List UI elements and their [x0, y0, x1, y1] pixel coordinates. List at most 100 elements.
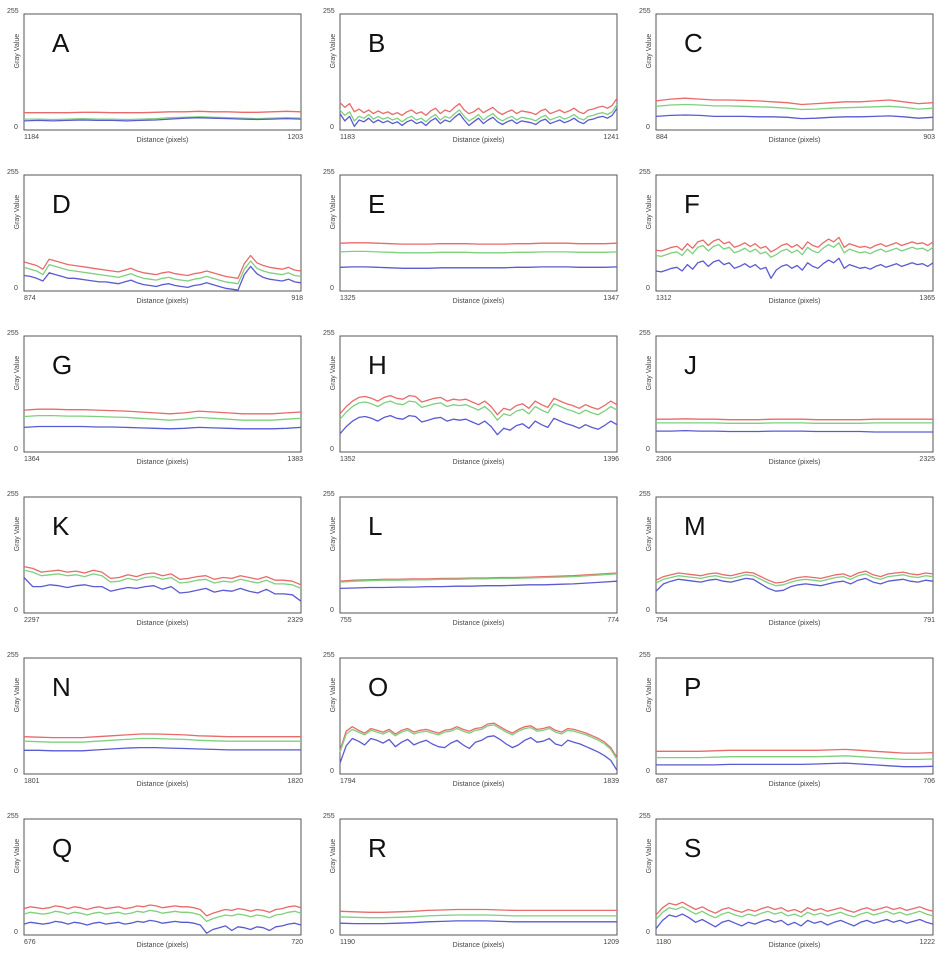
profile-chart-g: 255 0 Gray Value 1364 1383 Distance (pixels) G	[0, 322, 316, 483]
y-axis-label: Gray Value	[14, 517, 21, 552]
chart-svg: 255 0 Gray Value 1312 1365 Distance (pixels) F	[639, 169, 935, 305]
x-tick-label-start: 1190	[340, 939, 355, 946]
y-tick-label-max: 255	[323, 330, 335, 337]
profile-chart-l: 255 0 Gray Value 755 774 Distance (pixels) L	[316, 483, 632, 644]
panel-letter: J	[684, 350, 697, 380]
y-tick-label-min: 0	[330, 607, 334, 614]
panel-letter: A	[52, 28, 70, 58]
chart-svg: 255 0 Gray Value 2297 2329 Distance (pixels) K	[7, 491, 303, 627]
profile-chart-k: 255 0 Gray Value 2297 2329 Distance (pixels) K	[0, 483, 316, 644]
x-tick-label-end: 1365	[919, 295, 935, 302]
x-tick-label-end: 791	[923, 617, 935, 624]
y-tick-label-max: 255	[7, 169, 19, 176]
series-line-red	[23, 904, 302, 917]
y-tick-label-min: 0	[14, 607, 18, 614]
series-line-red	[656, 748, 934, 754]
series-line-red	[339, 908, 617, 913]
chart-svg: 255 0 Gray Value 755 774 Distance (pixels) L	[323, 491, 619, 627]
x-tick-label-start: 874	[24, 295, 36, 302]
x-tick-label-end: 1222	[919, 939, 935, 946]
chart-svg: 255 0 Gray Value 1190 1209 Distance (pixels) R	[323, 813, 619, 949]
y-axis-label: Gray Value	[14, 839, 21, 874]
series-line-blue	[339, 920, 617, 925]
x-axis-label: Distance (pixels)	[769, 781, 821, 788]
x-tick-label-start: 676	[24, 939, 36, 946]
plot-frame	[655, 335, 934, 453]
chart-svg: 255 0 Gray Value 1352 1396 Distance (pixels) H	[323, 330, 619, 466]
x-tick-label-start: 755	[340, 617, 352, 624]
y-tick-label-max: 255	[639, 169, 651, 176]
y-axis-label: Gray Value	[330, 517, 337, 552]
series-line-red	[23, 408, 302, 415]
y-axis-label: Gray Value	[330, 678, 337, 713]
x-tick-label-end: 2329	[287, 617, 303, 624]
x-axis-label: Distance (pixels)	[453, 781, 505, 788]
y-axis-label: Gray Value	[14, 34, 21, 69]
chart-svg: 255 0 Gray Value 884 903 Distance (pixels) C	[639, 8, 935, 144]
series-line-blue	[655, 114, 934, 120]
plot-frame	[339, 174, 618, 292]
profile-chart-s: 255 0 Gray Value 1180 1222 Distance (pixels) S	[632, 805, 948, 966]
y-tick-label-min: 0	[14, 285, 18, 292]
panel-letter: Q	[52, 833, 72, 863]
y-tick-label-min: 0	[646, 285, 650, 292]
series-line-blue	[339, 580, 618, 590]
profile-chart-o: 255 0 Gray Value 1794 1839 Distance (pixels) O	[316, 644, 632, 805]
series-line-green	[23, 909, 302, 923]
x-tick-label-start: 2306	[656, 456, 672, 463]
panel-letter: C	[684, 28, 703, 58]
plot-frame	[655, 13, 934, 131]
plot-frame	[339, 657, 618, 775]
series-line-green	[655, 242, 934, 258]
y-axis-label: Gray Value	[330, 195, 337, 230]
series-line-green	[23, 414, 302, 421]
x-tick-label-start: 687	[656, 778, 668, 785]
series-line-red	[23, 565, 302, 586]
y-tick-label-max: 255	[7, 330, 19, 337]
panel-letter: E	[368, 189, 385, 219]
series-line-blue	[23, 265, 302, 291]
plot-frame	[23, 13, 302, 131]
y-tick-label-max: 255	[639, 8, 651, 15]
x-tick-label-end: 903	[923, 134, 935, 141]
series-line-blue	[656, 762, 934, 768]
panel-letter: H	[368, 350, 387, 380]
x-axis-label: Distance (pixels)	[137, 459, 189, 466]
x-tick-label-end: 1383	[287, 456, 303, 463]
plot-frame	[339, 335, 618, 453]
x-tick-label-start: 754	[656, 617, 668, 624]
panel-letter: B	[368, 28, 385, 58]
y-tick-label-max: 255	[323, 169, 335, 176]
panel-letter: G	[52, 350, 72, 380]
x-tick-label-end: 1203	[287, 134, 303, 141]
series-line-blue	[24, 746, 301, 752]
panel-letter: L	[368, 511, 382, 541]
series-line-blue	[339, 735, 618, 771]
x-axis-label: Distance (pixels)	[137, 298, 189, 305]
series-line-blue	[23, 577, 302, 602]
plot-frame	[655, 818, 934, 936]
series-line-blue	[23, 425, 302, 430]
y-tick-label-min: 0	[14, 124, 18, 131]
series-line-green	[339, 400, 618, 421]
x-axis-label: Distance (pixels)	[769, 620, 821, 627]
series-line-red	[339, 394, 618, 416]
y-tick-label-max: 255	[323, 813, 335, 820]
series-line-green	[339, 250, 618, 254]
panel-letter: M	[684, 511, 706, 541]
y-tick-label-min: 0	[330, 285, 334, 292]
x-axis-label: Distance (pixels)	[137, 620, 189, 627]
x-tick-label-end: 1241	[603, 134, 619, 141]
chart-svg: 255 0 Gray Value 1364 1383 Distance (pixels) G	[7, 330, 303, 466]
y-tick-label-min: 0	[646, 929, 650, 936]
chart-svg: 255 0 Gray Value 1325 1347 Distance (pixels) E	[323, 169, 619, 305]
x-tick-label-end: 1347	[603, 295, 619, 302]
x-tick-label-end: 1820	[287, 778, 303, 785]
chart-svg: 255 0 Gray Value 1183 1241 Distance (pixels) B	[323, 8, 619, 144]
profile-chart-b: 255 0 Gray Value 1183 1241 Distance (pixels) B	[316, 0, 632, 161]
profile-chart-j: 255 0 Gray Value 2306 2325 Distance (pixels) J	[632, 322, 948, 483]
chart-svg: 255 0 Gray Value 1184 1203 Distance (pixels) A	[7, 8, 303, 144]
y-axis-label: Gray Value	[330, 34, 337, 69]
profile-chart-p: 255 0 Gray Value 687 706 Distance (pixels) P	[632, 644, 948, 805]
